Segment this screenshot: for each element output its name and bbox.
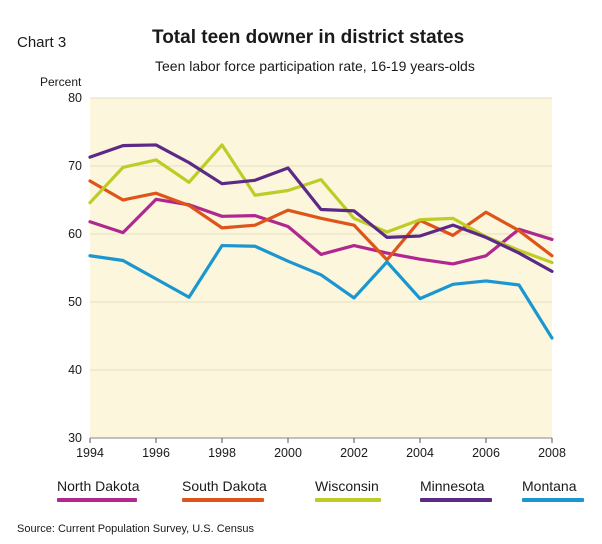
y-tick-label: 30 xyxy=(68,431,82,445)
y-tick-label: 70 xyxy=(68,159,82,173)
legend-item-minnesota: Minnesota xyxy=(420,478,492,502)
legend-item-north-dakota: North Dakota xyxy=(57,478,140,502)
series-line-montana xyxy=(88,243,554,340)
chart-title: Total teen downer in district states xyxy=(152,27,465,48)
legend-item-montana: Montana xyxy=(522,478,584,502)
x-tick-label: 2004 xyxy=(406,446,434,460)
series-line-wisconsin xyxy=(88,143,554,265)
legend-swatch xyxy=(315,498,381,502)
x-tick-label: 2008 xyxy=(538,446,566,460)
legend-swatch xyxy=(522,498,584,502)
x-tick-label: 1994 xyxy=(76,446,104,460)
legend-item-south-dakota: South Dakota xyxy=(182,478,267,502)
legend-label: South Dakota xyxy=(182,478,267,494)
series-line-minnesota xyxy=(88,143,554,273)
x-tick-label: 2006 xyxy=(472,446,500,460)
legend-label: Montana xyxy=(522,478,577,494)
x-tick-label: 1996 xyxy=(142,446,170,460)
legend-item-wisconsin: Wisconsin xyxy=(315,478,381,502)
chart-number-label: Chart 3 xyxy=(17,34,67,51)
series-line-north-dakota xyxy=(88,197,554,266)
plot-area xyxy=(90,98,552,438)
x-tick-label: 2002 xyxy=(340,446,368,460)
chart-subtitle: Teen labor force participation rate, 16-… xyxy=(155,58,475,74)
legend-label: Wisconsin xyxy=(315,478,379,494)
legend-swatch xyxy=(182,498,264,502)
legend-swatch xyxy=(420,498,492,502)
legend-label: North Dakota xyxy=(57,478,140,494)
y-tick-label: 60 xyxy=(68,227,82,241)
legend-label: Minnesota xyxy=(420,478,485,494)
x-tick-label: 2000 xyxy=(274,446,302,460)
x-axis-ticks: 1994 1996 1998 2000 2002 2004 2006 2008 xyxy=(76,438,566,460)
y-axis-label: Percent xyxy=(40,75,82,89)
source-note: Source: Current Population Survey, U.S. … xyxy=(17,523,255,535)
legend: North Dakota South Dakota Wisconsin Minneso… xyxy=(0,478,602,508)
y-tick-label: 40 xyxy=(68,363,82,377)
x-tick-label: 1998 xyxy=(208,446,236,460)
series-lines xyxy=(88,143,554,340)
series-line-south-dakota xyxy=(88,179,554,262)
y-tick-label: 80 xyxy=(68,91,82,105)
y-axis-ticks: 30 40 50 60 70 80 xyxy=(68,91,82,445)
y-tick-label: 50 xyxy=(68,295,82,309)
line-chart: 30 40 50 60 70 80 1994 1996 1998 2000 2002 2004 200… xyxy=(68,91,566,460)
legend-swatch xyxy=(57,498,137,502)
